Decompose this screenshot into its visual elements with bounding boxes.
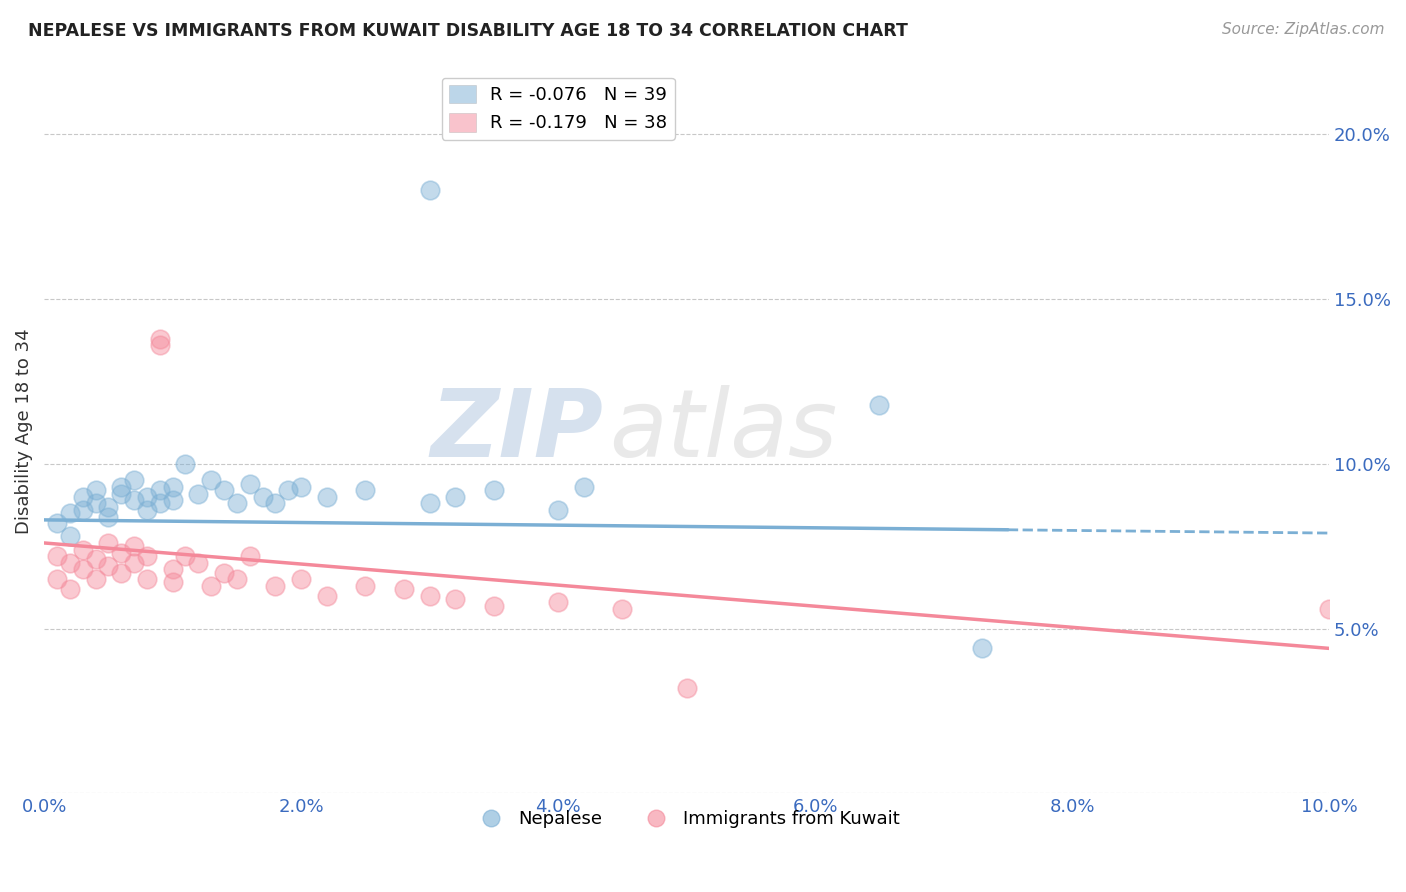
Point bbox=[122, 493, 145, 508]
Text: atlas: atlas bbox=[610, 385, 838, 476]
Point bbox=[46, 572, 69, 586]
Point bbox=[162, 562, 184, 576]
Point bbox=[72, 503, 94, 517]
Point bbox=[122, 474, 145, 488]
Point bbox=[97, 559, 120, 574]
Point bbox=[135, 503, 157, 517]
Point bbox=[225, 496, 247, 510]
Point bbox=[392, 582, 415, 596]
Point bbox=[264, 496, 287, 510]
Point bbox=[612, 602, 634, 616]
Point bbox=[46, 516, 69, 531]
Point bbox=[212, 566, 235, 580]
Point bbox=[444, 591, 467, 606]
Point bbox=[187, 556, 209, 570]
Point bbox=[868, 398, 890, 412]
Point bbox=[212, 483, 235, 498]
Point bbox=[110, 480, 132, 494]
Point bbox=[59, 556, 82, 570]
Point bbox=[84, 483, 107, 498]
Point bbox=[187, 486, 209, 500]
Point bbox=[972, 641, 994, 656]
Point bbox=[135, 490, 157, 504]
Point bbox=[675, 681, 697, 695]
Point bbox=[72, 562, 94, 576]
Point bbox=[444, 490, 467, 504]
Point bbox=[97, 509, 120, 524]
Point bbox=[1317, 602, 1340, 616]
Point bbox=[252, 490, 274, 504]
Point bbox=[162, 480, 184, 494]
Point bbox=[149, 338, 172, 352]
Text: Source: ZipAtlas.com: Source: ZipAtlas.com bbox=[1222, 22, 1385, 37]
Point bbox=[59, 506, 82, 520]
Point bbox=[277, 483, 299, 498]
Point bbox=[97, 500, 120, 514]
Point bbox=[149, 483, 172, 498]
Point bbox=[162, 493, 184, 508]
Point bbox=[110, 546, 132, 560]
Point bbox=[72, 490, 94, 504]
Point bbox=[547, 595, 569, 609]
Point bbox=[174, 457, 197, 471]
Text: ZIP: ZIP bbox=[430, 385, 603, 477]
Point bbox=[84, 552, 107, 566]
Point bbox=[59, 529, 82, 543]
Point bbox=[315, 589, 337, 603]
Point bbox=[419, 589, 441, 603]
Point bbox=[290, 480, 312, 494]
Point bbox=[239, 549, 262, 563]
Text: NEPALESE VS IMMIGRANTS FROM KUWAIT DISABILITY AGE 18 TO 34 CORRELATION CHART: NEPALESE VS IMMIGRANTS FROM KUWAIT DISAB… bbox=[28, 22, 908, 40]
Point bbox=[149, 332, 172, 346]
Point bbox=[315, 490, 337, 504]
Point bbox=[419, 496, 441, 510]
Legend: Nepalese, Immigrants from Kuwait: Nepalese, Immigrants from Kuwait bbox=[465, 803, 907, 835]
Y-axis label: Disability Age 18 to 34: Disability Age 18 to 34 bbox=[15, 328, 32, 533]
Point bbox=[200, 474, 222, 488]
Point bbox=[354, 579, 377, 593]
Point bbox=[135, 572, 157, 586]
Point bbox=[84, 496, 107, 510]
Point bbox=[572, 480, 595, 494]
Point bbox=[110, 566, 132, 580]
Point bbox=[482, 599, 505, 613]
Point bbox=[149, 496, 172, 510]
Point bbox=[174, 549, 197, 563]
Point bbox=[419, 183, 441, 197]
Point bbox=[59, 582, 82, 596]
Point bbox=[162, 575, 184, 590]
Point bbox=[84, 572, 107, 586]
Point bbox=[46, 549, 69, 563]
Point bbox=[225, 572, 247, 586]
Point bbox=[135, 549, 157, 563]
Point bbox=[200, 579, 222, 593]
Point bbox=[97, 536, 120, 550]
Point bbox=[110, 486, 132, 500]
Point bbox=[547, 503, 569, 517]
Point bbox=[72, 542, 94, 557]
Point bbox=[354, 483, 377, 498]
Point bbox=[122, 556, 145, 570]
Point bbox=[239, 476, 262, 491]
Point bbox=[482, 483, 505, 498]
Point bbox=[290, 572, 312, 586]
Point bbox=[264, 579, 287, 593]
Point bbox=[122, 539, 145, 553]
